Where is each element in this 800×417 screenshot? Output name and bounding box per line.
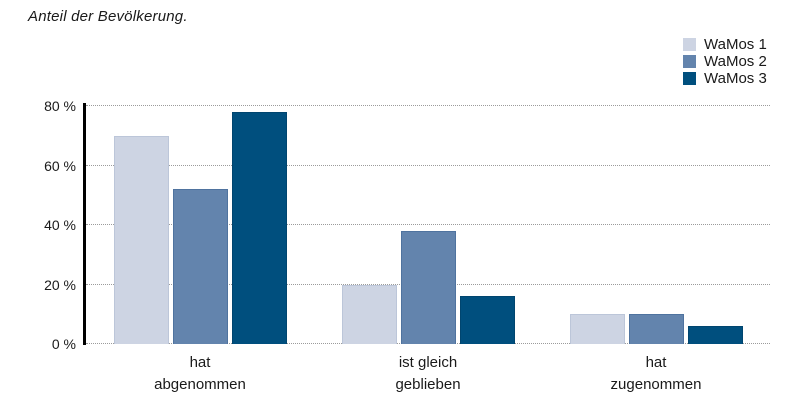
legend-label: WaMos 1 [704,36,767,53]
y-tick-label: 40 % [44,217,76,233]
y-axis-tick-labels: 0 % 20 % 40 % 60 % 80 % [0,99,76,351]
gridline [86,164,770,166]
bar-wamos-1 [569,314,625,344]
legend-label: WaMos 2 [704,53,767,70]
legend-item: WaMos 1 [683,36,767,53]
y-tick-label: 0 % [51,336,76,352]
bar-wamos-3 [459,296,515,344]
y-tick-label: 60 % [44,157,76,174]
gridline [86,105,770,106]
bar-groups [86,106,770,344]
bar-group [542,106,770,344]
y-tick-label: 80 % [44,98,76,114]
x-category-label: ist gleich geblieben [395,354,461,393]
bar-wamos-1 [113,135,169,344]
legend-item: WaMos 3 [683,70,767,87]
y-tick-label: 20 % [44,276,76,293]
gridline [86,224,770,225]
bar-group [86,106,314,344]
legend-swatch [683,38,696,51]
legend-label: WaMos 3 [704,70,767,87]
x-category-label: hat zugenommen [610,354,702,393]
bar-wamos-3 [231,111,287,344]
legend-item: WaMos 2 [683,53,767,70]
bar-wamos-3 [687,326,743,344]
legend-swatch [683,55,696,68]
legend-swatch [683,72,696,85]
bar-wamos-1 [341,284,397,344]
chart-title: Anteil der Bevölkerung. [28,8,188,25]
bar-wamos-2 [172,189,228,344]
bar-wamos-2 [400,230,456,344]
plot-area [86,105,770,344]
legend: WaMos 1 WaMos 2 WaMos 3 [683,36,767,87]
bar-wamos-2 [628,314,684,344]
bar-group [314,106,542,344]
x-category-label: hat abgenommen [154,354,246,393]
y-axis-line [83,103,86,345]
x-axis-category-labels: hat abgenommen ist gleich geblieben hat zu… [86,352,770,396]
